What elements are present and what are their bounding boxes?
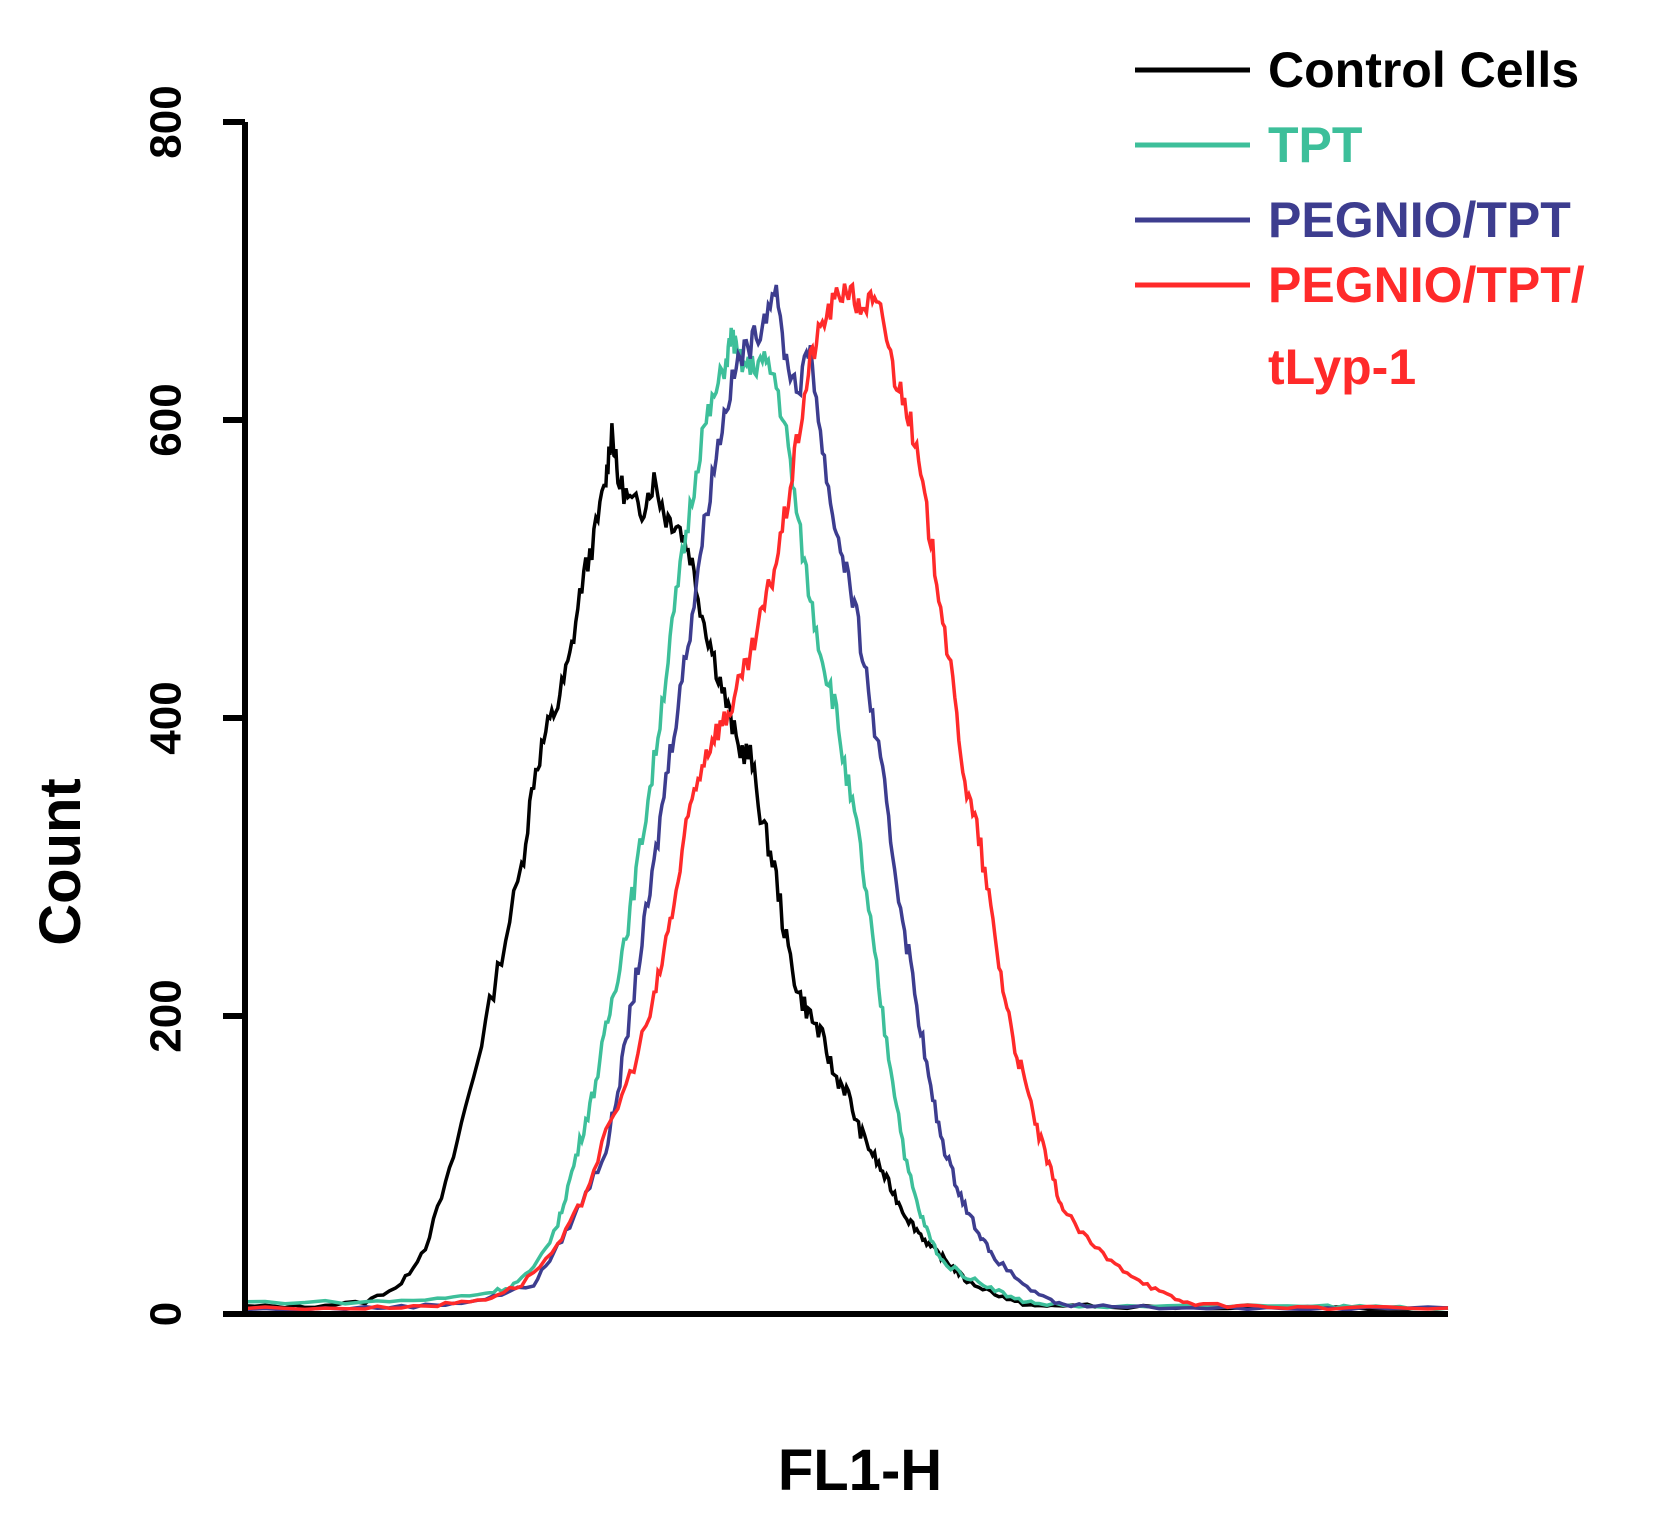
y-tick-label-0: 0 [141,1302,190,1326]
x-axis-title: FL1-H [778,1438,942,1503]
y-tick-label-200: 200 [141,979,190,1052]
y-axis-title: Count [28,778,93,946]
series-line-pegnio-tpt [244,284,1449,1312]
series-line-control-cells [244,423,1449,1311]
y-tick-label-800: 800 [141,85,190,158]
legend-label-tpt: TPT [1268,117,1362,173]
legend: Control Cells TPT PEGNIO/TPT PEGNIO/TPT/tLy… [1135,42,1585,395]
series-layer [244,281,1449,1312]
y-tick-label-600: 600 [141,383,190,456]
y-tick-label-400: 400 [141,681,190,754]
series-line-pegnio-tpt-tlyp-1 [244,281,1449,1312]
legend-label-control-cells: Control Cells [1268,42,1579,98]
series-line-tpt [244,327,1449,1312]
y-ticks: 0 200 400 600 800 [141,85,245,1326]
legend-label-pegnio-tpt-tlyp-1: PEGNIO/TPT/tLyp-1 [1268,257,1585,395]
legend-label-pegnio-tpt: PEGNIO/TPT [1268,192,1571,248]
